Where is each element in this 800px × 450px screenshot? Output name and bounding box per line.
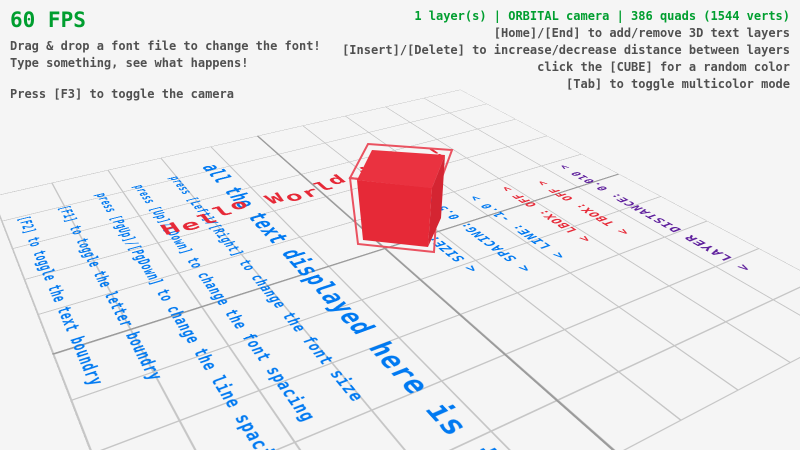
option-line: < LINE: -1.0 > — [464, 194, 570, 261]
ground-help-text-boundry: [F2] to toggle the text boundry — [14, 214, 109, 390]
cube-click-hint: click the [CUBE] for a random color — [537, 60, 790, 74]
multicolor-hint: [Tab] to toggle multicolor mode — [566, 77, 790, 91]
type-hint: Type something, see what happens! — [10, 56, 249, 70]
hud-right-help: 1 layer(s) | ORBITAL camera | 386 quads … — [342, 8, 790, 93]
status-line: 1 layer(s) | ORBITAL camera | 386 quads … — [414, 9, 790, 23]
fps-counter: 60 FPS — [10, 8, 86, 32]
distance-hint: [Insert]/[Delete] to increase/decrease d… — [342, 43, 790, 57]
cube-face-right — [428, 155, 445, 247]
hud-spacer — [10, 72, 321, 86]
option-layer-distance: < LAYER DISTANCE: 0.010 > — [554, 163, 755, 273]
cube-face-top — [357, 150, 445, 188]
camera-toggle-hint: Press [F3] to toggle the camera — [10, 87, 234, 101]
hud-left-help: Drag & drop a font file to change the fo… — [10, 38, 321, 103]
cube[interactable] — [340, 128, 470, 268]
cube-face-left — [357, 180, 432, 247]
option-lbox: < LBOX: OFF > — [496, 184, 595, 244]
drag-drop-hint: Drag & drop a font file to change the fo… — [10, 39, 321, 53]
layers-hint: [Home]/[End] to add/remove 3D text layer… — [493, 26, 790, 40]
